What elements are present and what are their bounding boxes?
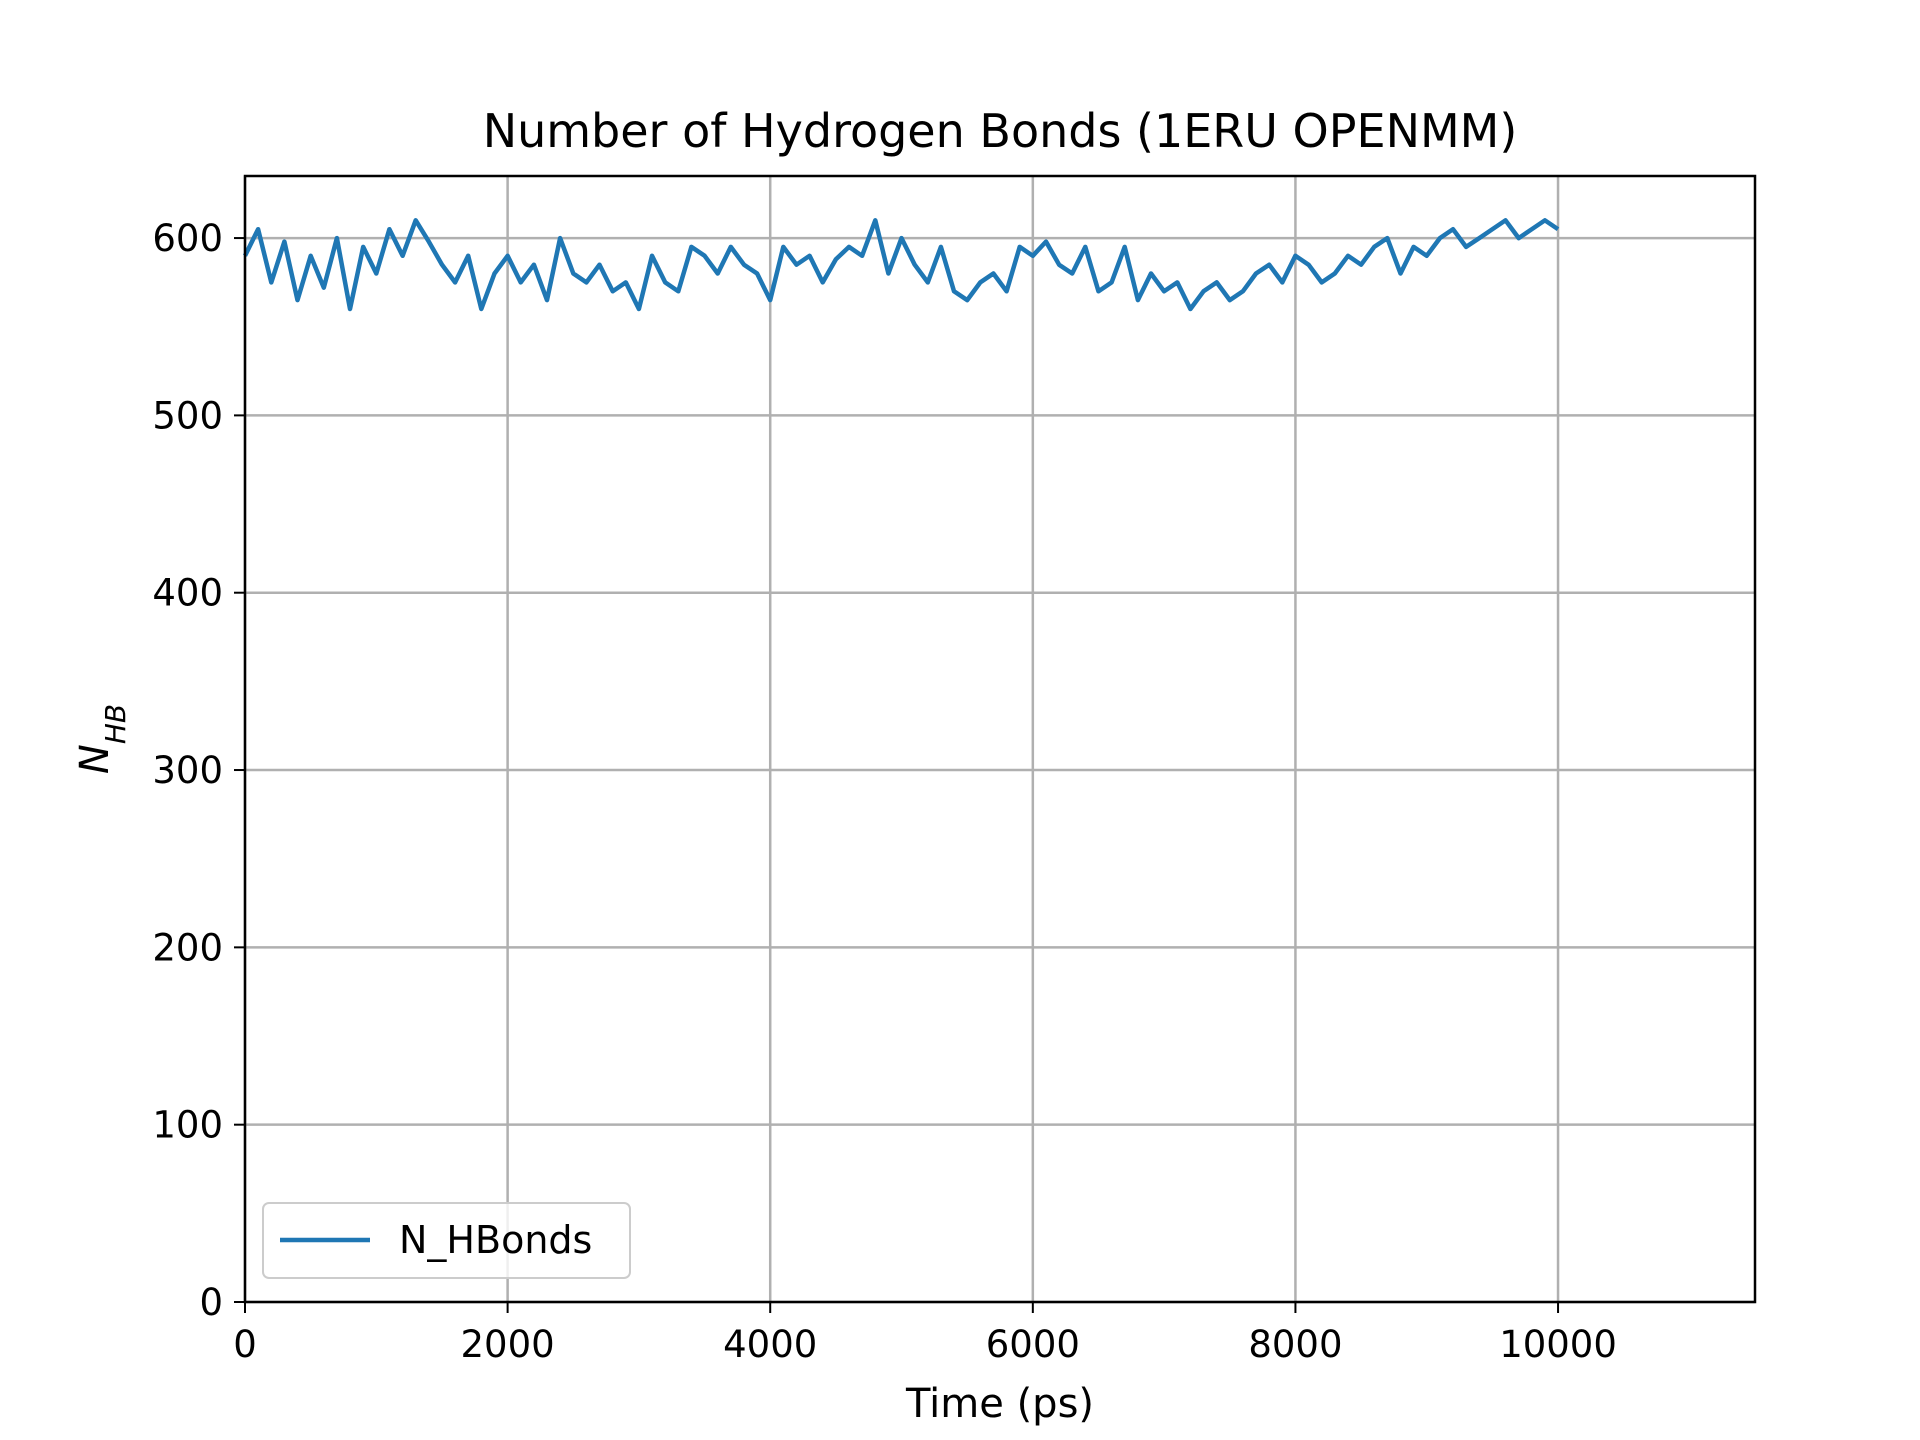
x-tick-label: 4000	[723, 1323, 817, 1366]
x-tick-label: 6000	[986, 1323, 1080, 1366]
axis-ticks: 0 2000 4000 6000 8000 10000 0 100 200 300 400 500 60…	[152, 217, 1617, 1366]
legend: N_HBonds	[262, 1202, 631, 1279]
x-tick-label: 10000	[1499, 1323, 1617, 1366]
y-axis-title-sub: HB	[99, 704, 132, 744]
legend-box	[262, 1202, 631, 1279]
y-tick-label: 100	[152, 1104, 223, 1147]
series-lines	[242, 218, 1560, 312]
x-tick-label: 8000	[1248, 1323, 1342, 1366]
plot-frame	[243, 174, 1757, 1304]
series-line-n-hbonds	[242, 218, 1560, 312]
legend-label-n-hbonds: N_HBonds	[399, 1218, 592, 1262]
y-tick-label: 0	[199, 1281, 223, 1324]
grid-lines	[243, 176, 1755, 1304]
x-tick-label: 2000	[461, 1323, 555, 1366]
y-axis-title-main: N	[72, 744, 118, 774]
y-tick-label: 600	[152, 217, 223, 260]
x-tick-label: 0	[233, 1323, 257, 1366]
y-tick-label: 400	[152, 572, 223, 615]
y-tick-label: 300	[152, 749, 223, 792]
x-axis-title: Time (ps)	[905, 1381, 1094, 1427]
chart-title: Number of Hydrogen Bonds (1ERU OPENMM)	[483, 104, 1518, 158]
y-axis-title: NHB	[72, 704, 132, 774]
y-tick-label: 500	[152, 394, 223, 437]
y-tick-label: 200	[152, 926, 223, 969]
